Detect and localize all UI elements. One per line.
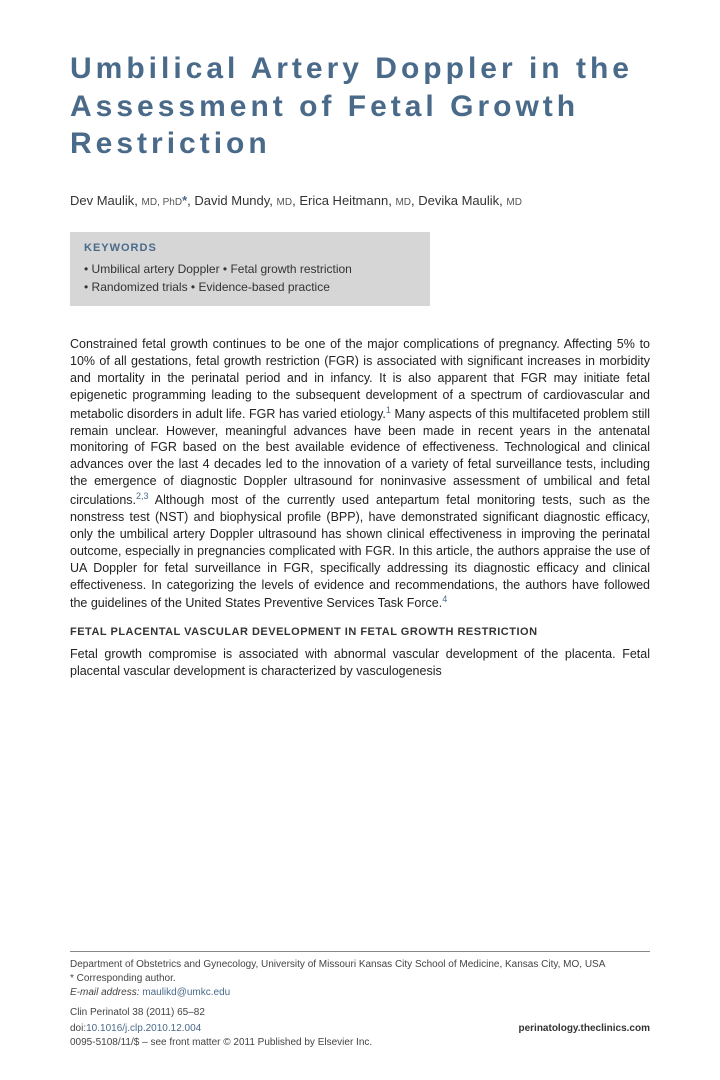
corresponding-note: * Corresponding author.: [70, 972, 650, 986]
author-credentials: MD: [506, 197, 522, 208]
keyword-item: Umbilical artery Doppler: [92, 262, 220, 276]
author-credentials: MD, PhD: [142, 197, 183, 208]
affiliation: Department of Obstetrics and Gynecology,…: [70, 958, 650, 972]
corresponding-asterisk: *: [182, 193, 187, 208]
author-name: Erica Heitmann: [299, 193, 388, 208]
author-credentials: MD: [277, 197, 293, 208]
author-credentials: MD: [395, 197, 411, 208]
copyright: 0095-5108/11/$ – see front matter © 2011…: [70, 1036, 650, 1050]
ref-23[interactable]: 2,3: [136, 491, 149, 501]
section-paragraph: Fetal growth compromise is associated wi…: [70, 646, 650, 680]
author-name: David Mundy: [194, 193, 269, 208]
section-heading: FETAL PLACENTAL VASCULAR DEVELOPMENT IN …: [70, 626, 650, 638]
keyword-item: Fetal growth restriction: [230, 262, 351, 276]
keywords-box: KEYWORDS • Umbilical artery Doppler • Fe…: [70, 232, 430, 306]
journal-site[interactable]: perinatology.theclinics.com: [518, 1022, 650, 1036]
author-name: Dev Maulik: [70, 193, 134, 208]
keyword-item: Evidence-based practice: [198, 280, 329, 294]
intro-paragraph: Constrained fetal growth continues to be…: [70, 336, 650, 612]
keywords-list: • Umbilical artery Doppler • Fetal growt…: [84, 260, 416, 296]
ref-4[interactable]: 4: [442, 594, 447, 604]
article-title: Umbilical Artery Doppler in the Assessme…: [70, 50, 650, 163]
email-label: E-mail address:: [70, 987, 139, 998]
authors-block: Dev Maulik, MD, PhD*, David Mundy, MD, E…: [70, 191, 650, 211]
keyword-item: Randomized trials: [92, 280, 188, 294]
doi-label: doi:: [70, 1023, 86, 1034]
email-link[interactable]: maulikd@umkc.edu: [142, 987, 230, 998]
keywords-heading: KEYWORDS: [84, 242, 416, 254]
author-name: Devika Maulik: [418, 193, 499, 208]
para1-c: Although most of the currently used ante…: [70, 493, 650, 610]
citation: Clin Perinatol 38 (2011) 65–82: [70, 1006, 650, 1020]
footer-block: Department of Obstetrics and Gynecology,…: [70, 951, 650, 1050]
doi-link[interactable]: 10.1016/j.clp.2010.12.004: [86, 1023, 201, 1034]
